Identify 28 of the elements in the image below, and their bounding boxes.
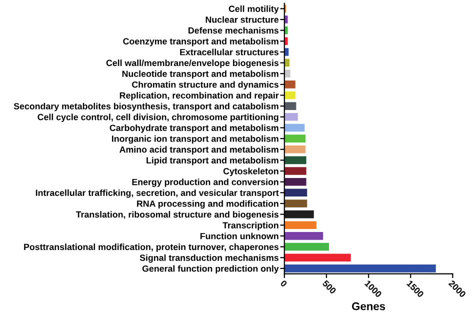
y-tick-label: Secondary metabolites biosynthesis, transport and catabolism — [14, 102, 278, 112]
y-tick-label: Lipid transport and metabolism — [146, 156, 278, 166]
y-tick-label: Extracellular structures — [180, 48, 278, 56]
y-tick-label: Intracellular trafficking, secretion, and vesicular transport — [36, 189, 279, 198]
y-tick-label: Transcription — [222, 222, 278, 230]
y-tick-label: Defense mechanisms — [188, 27, 278, 34]
y-tick-label: Inorganic ion transport and metabolism — [112, 135, 278, 144]
y-tick-label: Cytoskeleton — [223, 168, 278, 176]
y-tick-label: Coenzyme transport and metabolism — [123, 38, 278, 46]
y-tick-label: Function unknown — [200, 232, 278, 240]
y-tick-label: Translation, ribosomal structure and biogenesis — [76, 211, 278, 220]
y-tick-label: Cell cycle control, cell division, chromosome partitioning — [38, 114, 278, 122]
y-tick-label: Energy production and conversion — [132, 178, 278, 187]
y-tick-label: Posttranslational modification, protein turnover, chaperones — [24, 244, 278, 252]
y-tick-label: Replication, recombination and repair — [120, 92, 279, 100]
y-tick-label: Cell wall/membrane/envelope biogenesis — [106, 60, 278, 68]
x-axis-title: Genes — [352, 302, 386, 310]
x-tick-label: 500 — [322, 280, 337, 294]
y-tick-label: Signal transduction mechanisms — [140, 254, 278, 263]
y-tick-label: General function prediction only — [142, 265, 279, 274]
y-tick-label: Chromatin structure and dynamics — [132, 81, 278, 90]
y-tick-label: RNA processing and modification — [137, 200, 278, 209]
y-tick-label: Nuclear structure — [206, 16, 279, 23]
x-tick-label: 0 — [280, 280, 288, 288]
y-tick-label: Nucleotide transport and metabolism — [122, 70, 278, 79]
y-tick-label: Carbohydrate transport and metabolism — [110, 124, 278, 133]
y-tick-label: Amino acid transport and metabolism — [120, 146, 278, 154]
y-tick-label: Cell motility — [228, 5, 279, 14]
